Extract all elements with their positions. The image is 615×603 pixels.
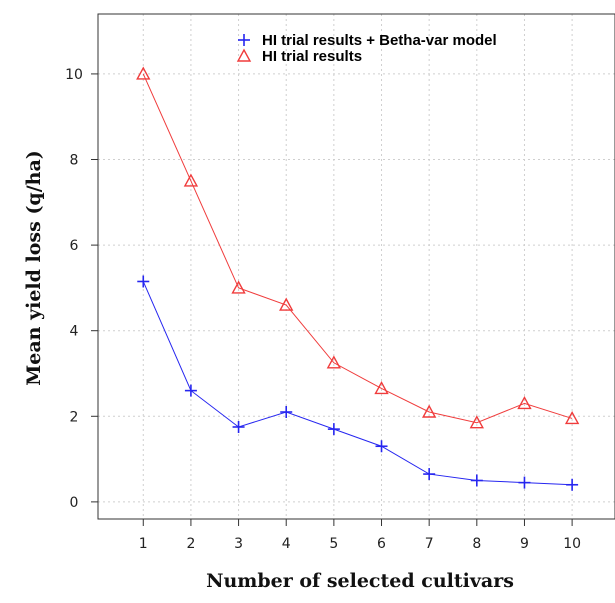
data-point-series-2	[469, 415, 484, 429]
data-point-series-1	[184, 384, 197, 397]
data-point-series-1	[327, 423, 340, 436]
y-tick-label: 0	[70, 495, 79, 511]
data-point-series-1	[375, 440, 388, 453]
y-tick-label: 6	[70, 238, 79, 254]
y-axis: 0 2 4 6 8 10	[65, 67, 98, 511]
x-tick-label: 3	[234, 536, 243, 552]
legend-label-1: HI trial results + Betha-var model	[262, 32, 497, 49]
data-point-series-1	[566, 478, 579, 491]
series-layer	[136, 66, 580, 491]
data-point-series-2	[517, 395, 532, 410]
grid-lines	[98, 14, 615, 519]
x-tick-label: 8	[472, 536, 481, 552]
y-tick-label: 2	[70, 409, 79, 425]
data-point-series-2	[374, 381, 389, 395]
x-tick-label: 2	[186, 536, 195, 552]
y-axis-title: Mean yield loss (q/ha)	[23, 150, 45, 386]
x-tick-label: 4	[282, 536, 291, 552]
x-axis: 1 2 3 4 5 6 7 8 9 10	[139, 519, 581, 552]
data-point-series-1	[518, 476, 531, 489]
legend-marker-2	[236, 48, 252, 62]
data-point-series-2	[183, 173, 199, 187]
y-tick-label: 4	[70, 324, 79, 340]
x-axis-title: Number of selected cultivars	[206, 570, 514, 592]
data-point-series-2	[421, 404, 437, 418]
data-point-series-2	[326, 355, 342, 369]
series-line-2	[142, 73, 573, 424]
data-point-series-2	[564, 410, 580, 425]
legend-marker-1	[238, 34, 250, 46]
x-tick-label: 6	[377, 536, 386, 552]
data-point-series-2	[279, 297, 294, 311]
x-tick-label: 10	[563, 536, 581, 552]
plot-frame	[97, 13, 615, 520]
data-point-series-1	[423, 468, 436, 481]
legend-label-2: HI trial results	[262, 48, 362, 65]
y-tick-label: 10	[65, 67, 83, 83]
data-point-series-2	[231, 280, 246, 294]
x-tick-label: 7	[425, 536, 434, 552]
x-tick-label: 5	[329, 536, 338, 552]
data-point-series-1	[470, 474, 483, 487]
data-point-series-2	[136, 66, 151, 80]
series-line-1	[142, 281, 573, 486]
data-point-series-1	[232, 420, 245, 433]
x-tick-label: 9	[520, 536, 529, 552]
data-point-series-1	[137, 275, 150, 288]
x-tick-label: 1	[139, 536, 148, 552]
data-point-series-1	[280, 406, 293, 419]
y-tick-label: 8	[70, 153, 79, 169]
